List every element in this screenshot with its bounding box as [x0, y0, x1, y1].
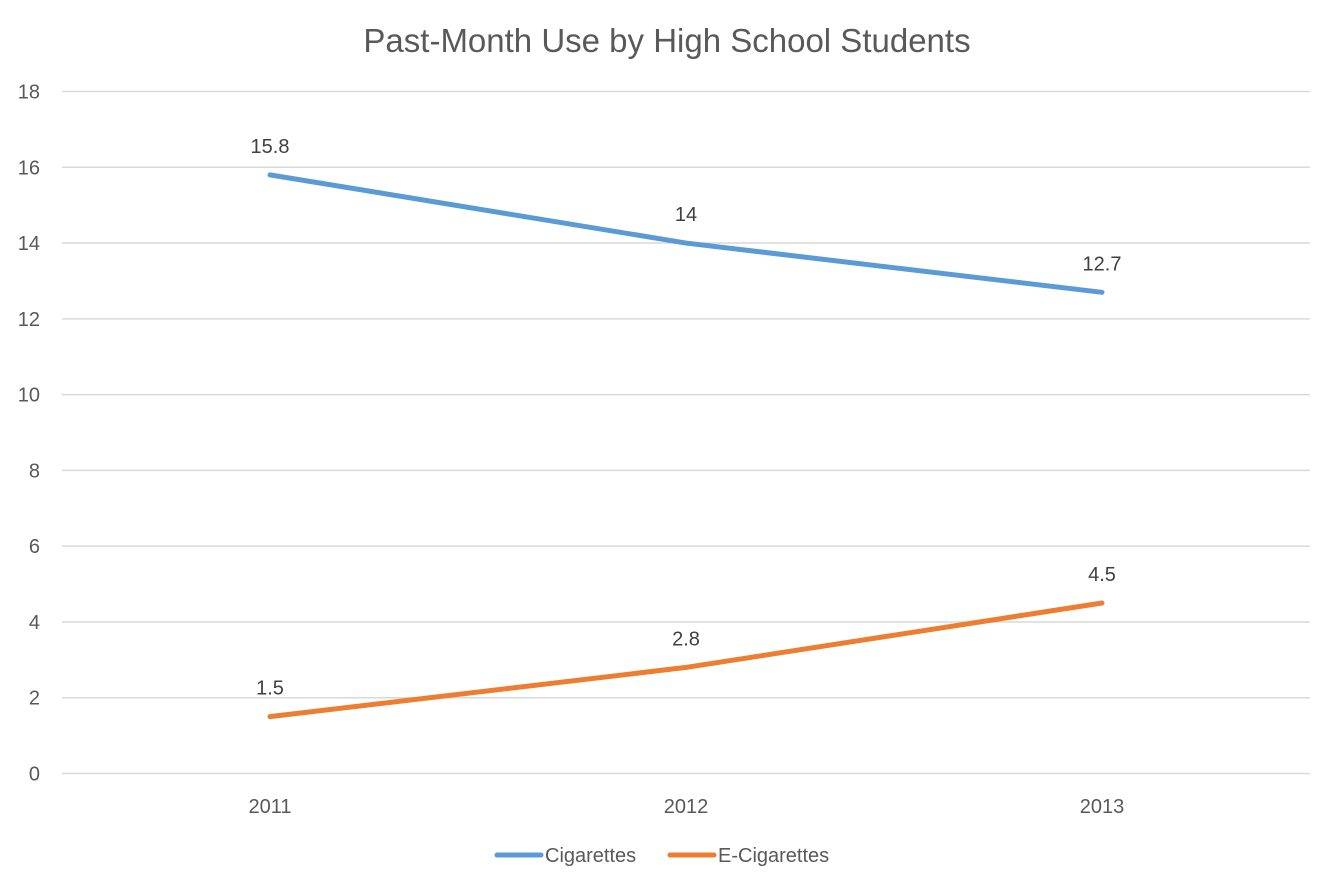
y-tick-label: 8 [29, 460, 40, 482]
data-label-e-cigarettes: 4.5 [1088, 564, 1116, 586]
y-axis-ticks: 0 2 4 6 8 10 12 14 16 18 [18, 82, 40, 786]
y-tick-label: 14 [18, 233, 40, 255]
chart-title: Past-Month Use by High School Students [363, 22, 970, 59]
series-line-cigarettes [267, 172, 1105, 295]
y-tick-label: 12 [18, 309, 40, 331]
legend: Cigarettes E-Cigarettes [494, 845, 829, 867]
y-tick-label: 0 [29, 764, 40, 786]
data-label-cigarettes: 15.8 [251, 136, 290, 158]
data-label-e-cigarettes: 1.5 [256, 678, 284, 700]
data-label-cigarettes: 14 [675, 204, 697, 226]
gridlines [62, 90, 1310, 775]
data-label-cigarettes: 12.7 [1083, 253, 1122, 275]
series-line-e-cigarettes [267, 600, 1105, 720]
data-labels: 15.8 14 12.7 1.5 2.8 4.5 [251, 136, 1122, 700]
legend-label-cigarettes: Cigarettes [545, 845, 636, 867]
series-lines [267, 172, 1105, 720]
data-label-e-cigarettes: 2.8 [672, 628, 700, 650]
x-axis-ticks: 2011 2012 2013 [248, 796, 1124, 818]
x-tick-label: 2012 [664, 796, 709, 818]
y-tick-label: 16 [18, 157, 40, 179]
y-tick-label: 2 [29, 688, 40, 710]
x-tick-label: 2013 [1080, 796, 1125, 818]
y-tick-label: 4 [29, 612, 40, 634]
x-tick-label: 2011 [248, 796, 291, 818]
y-tick-label: 6 [29, 536, 40, 558]
legend-label-e-cigarettes: E-Cigarettes [718, 845, 829, 867]
y-tick-label: 10 [18, 385, 40, 407]
y-tick-label: 18 [18, 82, 40, 104]
